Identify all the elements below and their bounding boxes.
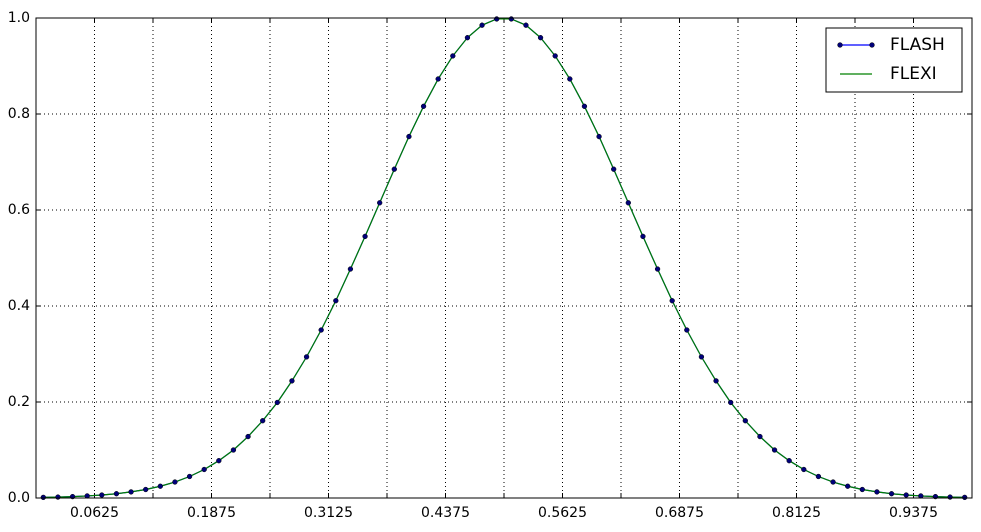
marker [684, 327, 690, 333]
legend: FLASH FLEXI [825, 27, 963, 93]
marker [611, 166, 617, 172]
y-tick-label: 0.6 [8, 202, 30, 218]
marker [845, 483, 851, 489]
y-tick-label: 0.4 [8, 298, 30, 314]
marker [786, 458, 792, 464]
marker [435, 76, 441, 82]
marker [303, 354, 310, 360]
marker [406, 133, 412, 140]
marker [391, 166, 397, 172]
legend-box [825, 27, 963, 93]
x-tick-label: 0.5625 [538, 505, 587, 521]
marker [99, 492, 105, 498]
marker [567, 76, 573, 82]
marker [669, 298, 675, 304]
marker [113, 491, 120, 497]
marker [625, 200, 631, 206]
marker [230, 447, 237, 453]
marker [245, 433, 251, 440]
marker [289, 378, 295, 384]
x-tick-label: 0.6875 [655, 505, 704, 521]
marker [713, 378, 719, 384]
marker [888, 491, 895, 497]
marker [830, 479, 836, 485]
x-tick-label: 0.8125 [772, 505, 821, 521]
legend-label: FLASH [890, 35, 945, 55]
marker [172, 479, 178, 485]
y-tick-label: 0.0 [8, 490, 30, 506]
marker [581, 103, 588, 109]
marker [640, 233, 646, 240]
marker [216, 458, 222, 464]
marker [157, 483, 163, 489]
marker [903, 492, 909, 498]
x-tick-label: 0.1875 [187, 505, 236, 521]
marker [874, 489, 880, 495]
marker [362, 233, 368, 240]
line [43, 18, 965, 498]
y-tick-label: 1.0 [8, 10, 30, 26]
y-tick-label: 0.2 [8, 394, 30, 410]
marker [523, 22, 529, 28]
marker [55, 494, 61, 500]
x-tick-label: 0.0625 [70, 505, 119, 521]
marker [552, 53, 558, 59]
marker [654, 266, 661, 272]
marker [128, 489, 134, 495]
marker [757, 433, 763, 440]
x-tick-label: 0.3125 [304, 505, 353, 521]
marker [771, 447, 778, 453]
marker [728, 399, 734, 406]
x-tick-label: 0.9375 [889, 505, 938, 521]
marker [333, 298, 339, 304]
marker [962, 494, 968, 501]
marker [260, 418, 266, 424]
marker [698, 354, 705, 360]
marker [377, 200, 383, 206]
marker [420, 103, 427, 109]
marker [274, 399, 280, 406]
marker [201, 466, 207, 473]
marker [815, 473, 822, 480]
marker [186, 473, 193, 480]
marker [508, 16, 514, 22]
marker [742, 418, 748, 424]
marker [347, 266, 354, 272]
marker [450, 53, 456, 59]
marker [143, 486, 149, 493]
x-tick-label: 0.4375 [421, 505, 470, 521]
plot-frame [35, 17, 973, 499]
marker [596, 133, 602, 140]
legend-marker [869, 42, 875, 48]
marker [947, 494, 953, 500]
marker [801, 466, 807, 473]
legend-label: FLEXI [890, 64, 937, 84]
marker [464, 35, 471, 41]
legend-marker [837, 42, 843, 48]
marker [318, 327, 324, 333]
marker [537, 35, 544, 41]
marker [40, 494, 46, 501]
marker [479, 22, 485, 28]
y-tick-label: 0.8 [8, 106, 30, 122]
marker [494, 16, 500, 22]
marker [859, 486, 865, 493]
